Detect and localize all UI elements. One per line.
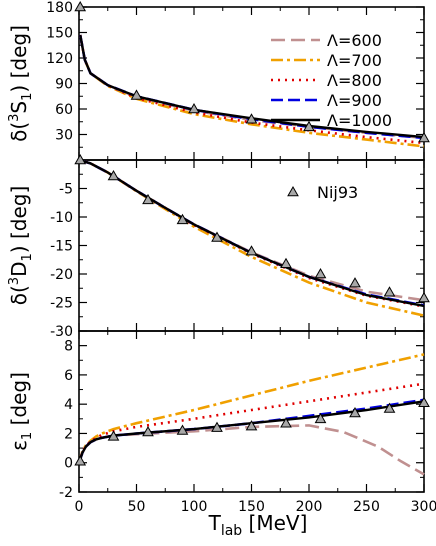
legend-marker	[287, 185, 299, 197]
y-tick-label: -5	[59, 182, 73, 198]
y-tick-label: -30	[50, 324, 73, 340]
x-tick-label: 50	[128, 499, 146, 515]
x-tick-label: 300	[411, 499, 436, 515]
series-line-1000	[79, 34, 425, 139]
reference-marker	[280, 257, 292, 268]
panel-eps1: -2 0 2 4 6 8 ε1 [deg]	[7, 330, 430, 501]
series-line-900	[78, 158, 425, 307]
panel-3D1: -5 -10 -15 -20 -25 -30 δ(3D1) [deg]	[7, 153, 430, 340]
series-line-800	[78, 158, 425, 308]
y-axis-label-eps1: ε1 [deg]	[7, 372, 35, 451]
x-axis-label-unit: [MeV]	[242, 511, 307, 535]
y-axis-label-3S1: δ(3S1) [deg]	[7, 25, 35, 142]
reference-marker	[74, 455, 87, 466]
reference-marker	[142, 425, 154, 437]
reference-marker	[176, 213, 189, 225]
series-line-600	[77, 424, 425, 476]
reference-marker	[418, 131, 430, 143]
y-tick-label: 180	[46, 0, 73, 16]
reference-marker	[383, 402, 396, 413]
panel-3S1: 30 60 90 120 150 180 δ(3S1) [deg]	[7, 0, 430, 161]
x-tick-label: 150	[238, 499, 265, 515]
legend-marker-label: Nij93	[317, 183, 358, 202]
series-line-1000	[78, 158, 425, 308]
y-tick-label: 6	[64, 368, 73, 384]
reference-marker	[188, 102, 200, 114]
x-tick-label: 0	[75, 499, 84, 515]
x-tick-label: 250	[353, 499, 380, 515]
reference-marker	[418, 396, 430, 407]
y-tick-label: 60	[55, 102, 73, 118]
x-tick-label: 100	[181, 499, 208, 515]
reference-marker	[130, 89, 143, 100]
x-axis-label-main: T	[208, 511, 222, 535]
reference-marker	[74, 153, 87, 165]
y-tick-label: 120	[46, 51, 73, 67]
reference-marker	[349, 277, 361, 288]
x-axis-label: Tlab [MeV]	[208, 511, 308, 539]
reference-marker	[176, 424, 189, 435]
y-tick-label: 2	[64, 426, 73, 442]
y-tick-label: -2	[59, 485, 73, 501]
reference-marker	[245, 113, 258, 124]
legend-label: Λ=800	[327, 71, 382, 90]
legend-label: Λ=1000	[327, 111, 392, 130]
series-line-600	[78, 158, 425, 302]
reference-marker	[107, 430, 120, 441]
reference-marker	[107, 169, 120, 181]
reference-marker	[349, 406, 361, 418]
reference-marker	[74, 0, 87, 12]
legend-label: Λ=900	[327, 91, 382, 110]
x-tick-label: 200	[296, 499, 323, 515]
legend-label: Λ=600	[327, 31, 382, 50]
y-axis-label-3D1: δ(3D1) [deg]	[7, 186, 35, 305]
y-tick-label: 150	[46, 26, 73, 42]
reference-marker	[245, 420, 258, 431]
y-tick-label: 90	[55, 77, 73, 93]
y-tick-label: 0	[64, 456, 73, 472]
y-tick-label: 30	[55, 128, 73, 144]
y-tick-label: -20	[50, 267, 73, 283]
legend-label: Λ=700	[327, 51, 382, 70]
reference-marker	[314, 267, 327, 279]
y-tick-label: -10	[50, 210, 73, 226]
reference-marker	[280, 417, 292, 428]
reference-marker	[211, 231, 223, 242]
reference-marker	[245, 245, 258, 256]
y-tick-label: 4	[64, 397, 73, 413]
reference-marker	[211, 421, 223, 432]
reference-marker	[314, 412, 327, 424]
y-tick-label: -25	[50, 296, 73, 312]
y-tick-label: 8	[64, 339, 73, 355]
reference-marker	[383, 286, 396, 297]
series-line-700	[78, 158, 425, 317]
reference-marker	[418, 291, 430, 303]
y-tick-label: -15	[50, 239, 73, 255]
reference-marker	[303, 120, 315, 132]
reference-marker	[142, 193, 154, 205]
panel-frame	[78, 330, 425, 493]
x-axis-label-sub: lab	[221, 523, 242, 539]
